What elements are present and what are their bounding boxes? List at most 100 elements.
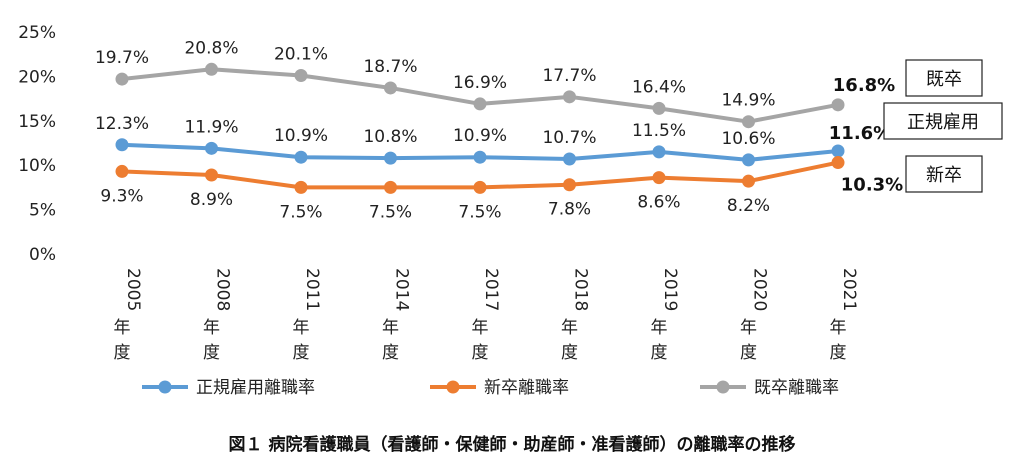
data-point-experienced <box>115 72 129 86</box>
data-point-newgrad <box>831 156 845 170</box>
legend-marker-newgrad <box>446 380 460 394</box>
data-point-experienced <box>294 69 308 83</box>
data-point-regular <box>294 150 308 164</box>
data-point-newgrad <box>115 164 129 178</box>
x-category-label-do: 度 <box>740 343 757 363</box>
data-label-experienced: 20.8% <box>184 38 238 58</box>
data-label-newgrad: 7.5% <box>458 202 501 222</box>
data-point-experienced <box>473 97 487 111</box>
data-point-experienced <box>384 81 397 95</box>
x-category-label-do: 度 <box>382 343 399 363</box>
series-tag-box-newgrad <box>905 155 983 193</box>
data-point-newgrad <box>384 180 397 194</box>
x-category-label-nen: 年 <box>382 318 399 338</box>
data-label-newgrad: 7.8% <box>548 200 591 220</box>
data-point-regular <box>563 152 576 166</box>
x-category-label: 2021 <box>839 268 859 311</box>
data-label-regular: 10.7% <box>542 128 596 148</box>
data-label-regular: 10.6% <box>721 129 775 149</box>
data-label-newgrad: 8.6% <box>637 193 680 213</box>
data-label-newgrad: 9.3% <box>100 186 143 206</box>
data-point-newgrad <box>473 180 487 194</box>
data-point-regular <box>205 141 218 155</box>
x-category-label: 2017 <box>481 268 501 311</box>
data-point-regular <box>652 145 666 159</box>
data-label-experienced: 14.9% <box>721 91 775 111</box>
data-point-regular <box>115 138 129 152</box>
data-label-experienced: 16.9% <box>453 73 507 93</box>
x-category-label: 2008 <box>213 268 233 311</box>
x-category-label-do: 度 <box>472 343 489 363</box>
data-label-experienced: 17.7% <box>542 66 596 86</box>
y-tick-label: 15% <box>18 112 56 132</box>
y-tick-label: 25% <box>18 23 56 43</box>
x-category-label-nen: 年 <box>561 318 578 338</box>
x-category-label-nen: 年 <box>472 318 489 338</box>
legend-label-newgrad: 新卒離職率 <box>484 378 569 398</box>
x-category-label: 2018 <box>571 268 591 311</box>
x-category-label: 2014 <box>392 268 412 311</box>
figure-caption: 図１ 病院看護職員（看護師・保健師・助産師・准看護師）の離職率の推移 <box>229 434 796 455</box>
data-label-regular: 10.9% <box>274 126 328 146</box>
legend-marker-regular <box>158 380 172 394</box>
data-label-experienced: 18.7% <box>363 57 417 77</box>
series-tag-newgrad: 新卒 <box>926 165 962 186</box>
legend-marker-experienced <box>716 380 730 394</box>
data-label-experienced: 16.4% <box>632 77 686 97</box>
x-category-label-do: 度 <box>114 343 131 363</box>
x-category-label: 2019 <box>660 268 680 311</box>
data-label-newgrad: 8.2% <box>727 196 770 216</box>
x-category-label: 2005 <box>123 268 143 311</box>
y-tick-label: 20% <box>18 67 56 87</box>
data-point-experienced <box>831 98 845 112</box>
x-category-label-do: 度 <box>561 343 578 363</box>
data-point-regular <box>384 151 397 165</box>
x-category-label-do: 度 <box>203 343 220 363</box>
data-point-newgrad <box>652 171 666 185</box>
series-tag-regular: 正規雇用 <box>907 112 979 133</box>
data-label-regular: 12.3% <box>95 114 149 134</box>
x-category-label-nen: 年 <box>830 318 847 338</box>
data-point-regular <box>742 153 755 167</box>
x-category-label: 2020 <box>750 268 770 311</box>
x-category-label-do: 度 <box>293 343 310 363</box>
y-tick-label: 5% <box>29 201 56 221</box>
y-tick-label: 10% <box>18 156 56 176</box>
x-category-label-nen: 年 <box>293 318 310 338</box>
data-label-regular: 10.9% <box>453 126 507 146</box>
x-category-label: 2011 <box>302 268 322 311</box>
data-label-regular: 11.6% <box>829 123 891 144</box>
data-label-experienced: 19.7% <box>95 48 149 68</box>
data-label-newgrad: 10.3% <box>841 175 903 196</box>
data-label-experienced: 16.8% <box>833 75 895 96</box>
data-point-newgrad <box>205 168 218 182</box>
data-point-newgrad <box>294 180 308 194</box>
data-label-newgrad: 8.9% <box>190 190 233 210</box>
x-category-label-do: 度 <box>651 343 668 363</box>
data-point-experienced <box>563 90 576 104</box>
data-point-regular <box>831 144 845 158</box>
x-category-label-nen: 年 <box>203 318 220 338</box>
legend-label-regular: 正規雇用離職率 <box>196 378 315 398</box>
data-label-experienced: 20.1% <box>274 45 328 65</box>
data-point-experienced <box>742 115 755 129</box>
x-category-label-do: 度 <box>830 343 847 363</box>
series-tag-box-experienced <box>905 59 983 97</box>
data-label-newgrad: 7.5% <box>279 202 322 222</box>
data-label-regular: 10.8% <box>363 127 417 147</box>
data-point-experienced <box>205 62 218 76</box>
data-label-regular: 11.9% <box>184 117 238 137</box>
data-point-regular <box>473 150 487 164</box>
data-point-experienced <box>652 101 666 115</box>
data-point-newgrad <box>742 174 755 188</box>
data-point-newgrad <box>563 178 576 192</box>
legend-label-experienced: 既卒離職率 <box>754 378 839 398</box>
data-label-regular: 11.5% <box>632 121 686 141</box>
series-tag-experienced: 既卒 <box>926 69 962 90</box>
x-category-label-nen: 年 <box>651 318 668 338</box>
x-category-label-nen: 年 <box>740 318 757 338</box>
y-tick-label: 0% <box>29 245 56 265</box>
series-tag-box-regular <box>883 102 1003 140</box>
